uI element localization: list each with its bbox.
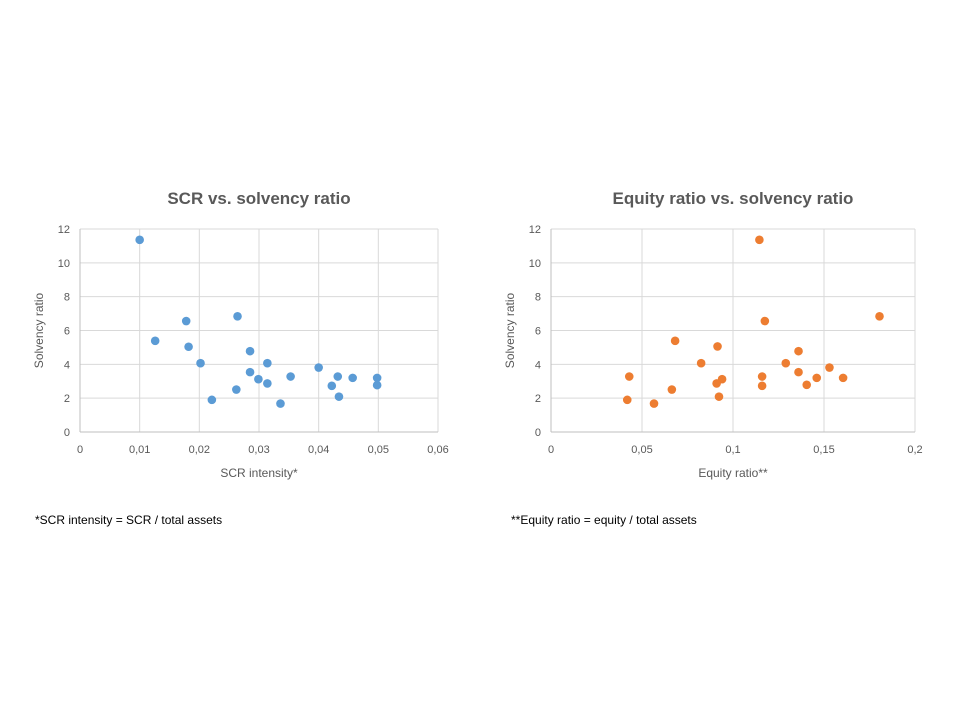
chart1-y-tick-label: 12 bbox=[58, 224, 70, 236]
chart2-data-point bbox=[802, 380, 812, 390]
chart2-x-tick-label: 0,1 bbox=[725, 444, 740, 456]
chart1-data-point bbox=[184, 342, 193, 352]
chart2-data-point bbox=[794, 346, 803, 356]
chart2-y-tick-label: 8 bbox=[535, 292, 541, 304]
chart1-y-axis-title: Solvency ratio bbox=[32, 292, 46, 368]
chart2-x-tick-label: 0,15 bbox=[813, 444, 834, 456]
chart2-data-point bbox=[755, 235, 764, 245]
chart1-data-point bbox=[150, 336, 160, 346]
chart1-data-point bbox=[263, 358, 272, 368]
chart1-data-point bbox=[245, 346, 255, 356]
chart2-title: Equity ratio vs. solvency ratio bbox=[613, 189, 854, 208]
chart2-data-point bbox=[670, 336, 680, 346]
chart1-y-tick-label: 10 bbox=[58, 258, 70, 270]
chart1-data-point bbox=[286, 372, 295, 381]
chart1-data-point bbox=[196, 358, 205, 368]
chart1-y-tick-label: 6 bbox=[64, 326, 70, 338]
chart1-x-tick-label: 0,05 bbox=[368, 444, 389, 456]
chart1-y-tick-label: 0 bbox=[64, 427, 70, 439]
chart2-x-tick-label: 0 bbox=[548, 444, 554, 456]
chart1-data-point bbox=[135, 235, 144, 245]
chart2-data-point bbox=[794, 367, 803, 377]
chart2-y-axis-title: Solvency ratio bbox=[503, 292, 517, 368]
chart1-x-tick-label: 0,03 bbox=[248, 444, 269, 456]
chart2-y-tick-label: 10 bbox=[529, 258, 541, 270]
chart1-x-tick-label: 0,06 bbox=[427, 444, 448, 456]
chart1-data-point bbox=[254, 374, 263, 384]
chart1-x-tick-label: 0,02 bbox=[189, 444, 210, 456]
chart1-x-axis-title: SCR intensity* bbox=[220, 466, 298, 480]
chart1-data-point bbox=[263, 379, 272, 388]
chart1-data-point bbox=[348, 373, 357, 383]
chart1-data-point bbox=[233, 311, 242, 321]
chart2-data-point bbox=[712, 379, 721, 388]
chart1-data-point bbox=[276, 399, 285, 408]
chart1-data-point bbox=[181, 316, 191, 326]
chart1-data-point bbox=[333, 372, 343, 381]
chart2-data-point bbox=[825, 363, 834, 372]
chart1-data-point bbox=[334, 392, 344, 401]
chart1-title: SCR vs. solvency ratio bbox=[167, 189, 350, 208]
chart1-x-tick-label: 0,01 bbox=[129, 444, 150, 456]
chart2-data-point bbox=[760, 316, 770, 326]
chart1-data-point bbox=[372, 373, 382, 383]
chart2-data-point bbox=[781, 358, 791, 368]
chart2-y-tick-label: 0 bbox=[535, 427, 541, 439]
footnote-equity: **Equity ratio = equity / total assets bbox=[511, 513, 697, 527]
chart1-y-tick-label: 2 bbox=[64, 393, 70, 405]
chart2-y-tick-label: 4 bbox=[535, 359, 541, 371]
chart2-data-point bbox=[714, 392, 724, 401]
chart1-data-point bbox=[314, 363, 323, 372]
chart2-data-point bbox=[812, 373, 822, 383]
chart2-y-tick-label: 6 bbox=[535, 326, 541, 338]
chart1-x-tick-label: 0,04 bbox=[308, 444, 329, 456]
chart1-data-point bbox=[207, 395, 217, 405]
chart2-data-point bbox=[757, 381, 767, 391]
chart1-data-point bbox=[245, 367, 255, 377]
chart1-data-point bbox=[372, 380, 382, 390]
chart1-data-point bbox=[232, 385, 241, 394]
chart2-data-point bbox=[622, 395, 632, 405]
footnote-scr: *SCR intensity = SCR / total assets bbox=[35, 513, 223, 527]
chart2-x-axis-title: Equity ratio** bbox=[698, 466, 768, 480]
chart1-x-tick-label: 0 bbox=[77, 444, 83, 456]
chart2-data-point bbox=[624, 372, 634, 381]
chart1-data-point bbox=[327, 381, 337, 391]
chart1-y-tick-label: 4 bbox=[64, 359, 70, 371]
chart2-x-tick-label: 0,05 bbox=[631, 444, 652, 456]
chart2-data-point bbox=[838, 373, 848, 383]
chart2-data-point bbox=[649, 399, 659, 408]
chart2-data-point bbox=[696, 358, 706, 368]
chart1-y-tick-label: 8 bbox=[64, 292, 70, 304]
chart2-data-point bbox=[875, 311, 884, 321]
chart2-x-tick-label: 0,2 bbox=[907, 444, 922, 456]
chart2-data-point bbox=[713, 342, 722, 351]
chart2-data-point bbox=[667, 385, 677, 394]
chart2-y-tick-label: 12 bbox=[529, 224, 541, 236]
chart2-data-point bbox=[757, 372, 767, 381]
chart2-y-tick-label: 2 bbox=[535, 393, 541, 405]
